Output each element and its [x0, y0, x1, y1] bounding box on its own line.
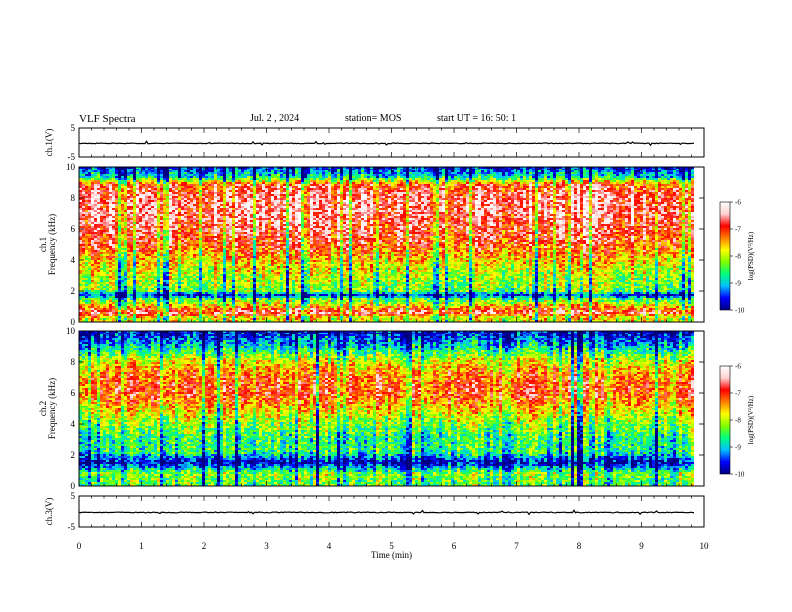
x-tick-label: 1: [139, 541, 144, 551]
y-tick-label: -5: [68, 522, 76, 532]
y-axis-label-frequency: Frequency (kHz): [47, 378, 57, 439]
vlf-figure: 5-5ch.1(V)0246810ch.1 Frequency (kHz)0246…: [0, 0, 792, 612]
colorbar-ch1: [720, 202, 730, 310]
x-tick-label: 8: [577, 541, 582, 551]
colorbar-tick-label: -9: [735, 444, 741, 452]
colorbar-label: log(PSD)(V²/Hz): [747, 231, 755, 280]
colorbar-label: log(PSD)(V²/Hz): [747, 395, 755, 444]
x-tick-label: 7: [514, 541, 519, 551]
x-tick-label: 9: [639, 541, 644, 551]
y-tick-label: 10: [66, 326, 76, 336]
x-tick-label: 3: [264, 541, 269, 551]
colorbar-tick-label: -6: [735, 199, 741, 207]
colorbar-tick-label: -10: [735, 307, 745, 315]
y-tick-label: 2: [71, 450, 76, 460]
colorbar-tick-label: -8: [735, 417, 741, 425]
colorbar-ch2: [720, 366, 730, 474]
spectrogram-ch1: [79, 167, 694, 322]
colorbar-tick-label: -9: [735, 280, 741, 288]
y-tick-label: 8: [71, 193, 76, 203]
x-tick-label: 2: [202, 541, 207, 551]
y-tick-label: -5: [68, 152, 76, 162]
y-tick-label: 4: [71, 255, 76, 265]
x-axis-label: Time (min): [371, 550, 412, 560]
y-tick-label: 5: [71, 123, 76, 133]
y-tick-label: 5: [71, 491, 76, 501]
colorbar-tick-label: -10: [735, 471, 745, 479]
y-axis-label: ch.3(V): [44, 498, 54, 526]
x-tick-label: 4: [327, 541, 332, 551]
waveform-line-ch1: [79, 141, 694, 145]
y-tick-label: 0: [71, 481, 76, 491]
waveform-line-ch3: [79, 510, 694, 514]
colorbar-tick-label: -8: [735, 253, 741, 261]
y-axis-label: ch.1(V): [44, 129, 54, 157]
spectrogram-ch2: [79, 331, 694, 486]
x-tick-label: 0: [77, 541, 82, 551]
y-tick-label: 4: [71, 419, 76, 429]
colorbar-tick-label: -6: [735, 363, 741, 371]
y-tick-label: 8: [71, 357, 76, 367]
y-axis-label-frequency: Frequency (kHz): [47, 214, 57, 275]
y-tick-label: 10: [66, 162, 76, 172]
colorbar-tick-label: -7: [735, 226, 741, 234]
colorbar-tick-label: -7: [735, 390, 741, 398]
y-tick-label: 2: [71, 286, 76, 296]
x-tick-label: 10: [700, 541, 710, 551]
y-tick-label: 6: [71, 224, 76, 234]
x-tick-label: 6: [452, 541, 457, 551]
y-tick-label: 6: [71, 388, 76, 398]
